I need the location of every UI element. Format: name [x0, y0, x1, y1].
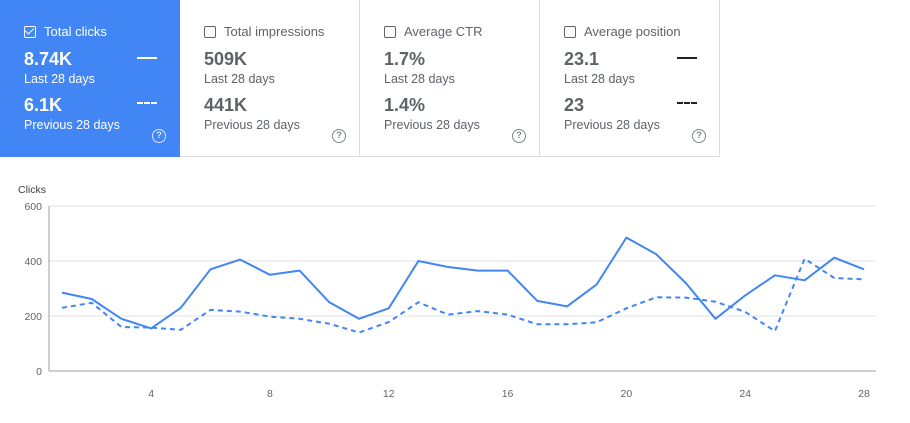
metric-card-header: Total clicks — [24, 24, 107, 39]
metric-value-current: 509K — [204, 49, 248, 69]
chart-series — [61, 236, 865, 334]
metric-value-current: 8.74K — [24, 49, 73, 69]
metric-value-previous: 441K — [204, 95, 248, 115]
metric-value-previous: 23 — [564, 95, 585, 115]
checkbox-checked-icon[interactable] — [24, 24, 36, 38]
metric-title: Average position — [584, 24, 681, 39]
help-icon[interactable]: ? — [692, 129, 706, 143]
y-axis-label: Clicks — [18, 184, 46, 196]
y-tick-label: 0 — [36, 366, 42, 378]
x-axis-ticks: 4 8 12 16 20 24 28 — [148, 388, 870, 400]
x-tick-label: 24 — [739, 388, 751, 400]
metric-label-previous: Previous 28 days — [204, 118, 300, 132]
metric-value-current: 1.7% — [384, 49, 426, 69]
y-axis-ticks: 0 200 400 600 — [24, 201, 42, 378]
x-tick-label: 20 — [621, 388, 633, 400]
metric-value-previous: 6.1K — [24, 95, 63, 115]
x-tick-label: 8 — [267, 388, 273, 400]
metric-title: Average CTR — [404, 24, 483, 39]
metric-card-header: Average position — [564, 24, 681, 39]
y-tick-label: 600 — [24, 201, 42, 213]
current-period-line[interactable] — [61, 236, 865, 330]
y-tick-label: 200 — [24, 311, 42, 323]
metric-title: Total clicks — [44, 24, 107, 39]
metric-title: Total impressions — [224, 24, 325, 39]
dashed-line-legend-icon — [137, 102, 157, 104]
x-tick-label: 28 — [858, 388, 870, 400]
solid-line-legend-icon — [137, 57, 157, 59]
help-icon[interactable]: ? — [152, 129, 166, 143]
metric-card-total-clicks[interactable]: Total clicks 8.74K Last 28 days 6.1K Pre… — [0, 0, 180, 157]
help-icon[interactable]: ? — [332, 129, 346, 143]
metric-label-previous: Previous 28 days — [564, 118, 660, 132]
checkbox-unchecked-icon[interactable] — [204, 25, 216, 38]
x-tick-label: 4 — [148, 388, 154, 400]
checkbox-unchecked-icon[interactable] — [384, 25, 396, 38]
metric-label-current: Last 28 days — [384, 72, 455, 86]
previous-period-line[interactable] — [61, 257, 865, 334]
metric-card-header: Total impressions — [204, 24, 324, 39]
metric-card-total-impressions[interactable]: Total impressions 509K Last 28 days 441K… — [180, 0, 360, 157]
metric-card-average-position[interactable]: Average position 23.1 Last 28 days 23 Pr… — [540, 0, 720, 157]
metric-label-previous: Previous 28 days — [384, 118, 480, 132]
metric-label-current: Last 28 days — [204, 72, 275, 86]
x-tick-label: 12 — [383, 388, 395, 400]
metric-label-current: Last 28 days — [564, 72, 635, 86]
chart-grid — [48, 205, 876, 372]
metric-value-current: 23.1 — [564, 49, 600, 69]
x-tick-label: 16 — [502, 388, 514, 400]
dashed-line-legend-icon — [677, 102, 697, 104]
metric-card-average-ctr[interactable]: Average CTR 1.7% Last 28 days 1.4% Previ… — [360, 0, 540, 157]
clicks-line-chart[interactable]: Clicks 0 200 400 600 4 8 12 16 20 24 28 — [0, 175, 910, 423]
metric-label-current: Last 28 days — [24, 72, 95, 86]
metric-cards: Total clicks 8.74K Last 28 days 6.1K Pre… — [0, 0, 720, 157]
checkbox-unchecked-icon[interactable] — [564, 25, 576, 38]
metric-label-previous: Previous 28 days — [24, 118, 120, 132]
help-icon[interactable]: ? — [512, 129, 526, 143]
metric-value-previous: 1.4% — [384, 95, 426, 115]
metric-card-header: Average CTR — [384, 24, 483, 39]
y-tick-label: 400 — [24, 256, 42, 268]
solid-line-legend-icon — [677, 57, 697, 59]
